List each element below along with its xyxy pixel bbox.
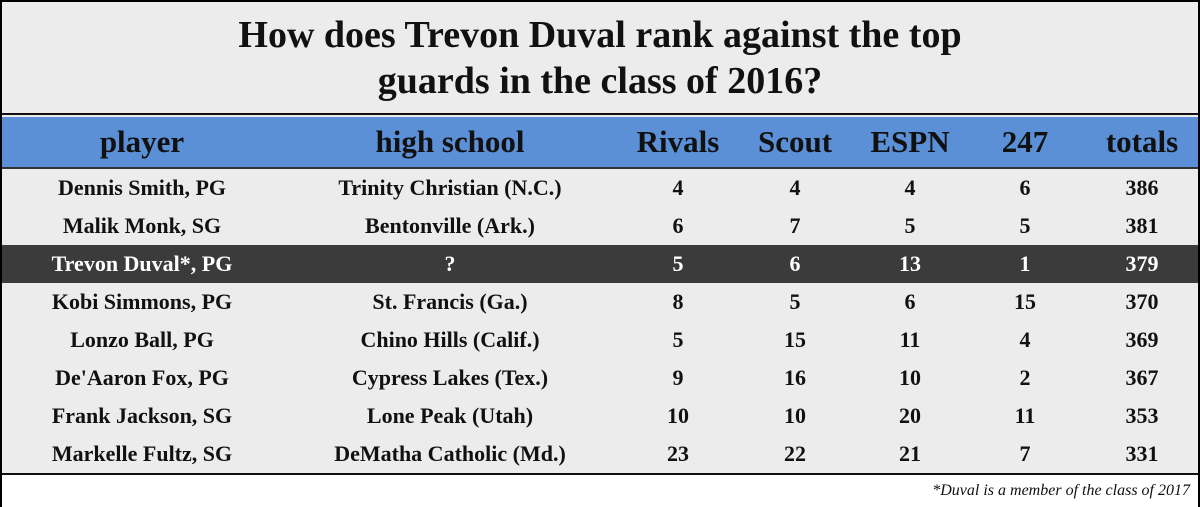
- cell: Bentonville (Ark.): [365, 213, 535, 238]
- cell: Trinity Christian (N.C.): [338, 175, 562, 200]
- cell: 20: [899, 403, 921, 428]
- cell: 379: [1125, 251, 1159, 276]
- cell: 6: [789, 251, 801, 276]
- cell: 5: [1019, 213, 1031, 238]
- cell: 22: [784, 441, 806, 466]
- cell: high school: [375, 124, 525, 159]
- footnote: *Duval is a member of the class of 2017: [932, 482, 1190, 499]
- cell: 6: [672, 213, 684, 238]
- cell: Markelle Fultz, SG: [51, 441, 233, 466]
- footer: *Duval is a member of the class of 2017: [2, 473, 1198, 507]
- cell: 381: [1125, 213, 1159, 238]
- cell: Dennis Smith, PG: [57, 175, 227, 200]
- cell: player: [99, 124, 185, 159]
- cell: De'Aaron Fox, PG: [55, 365, 229, 390]
- table-row: Dennis Smith, PG Trinity Christian (N.C.)…: [2, 169, 1198, 207]
- cell: 10: [784, 403, 806, 428]
- table-row: Markelle Fultz, SG DeMatha Catholic (Md.)…: [2, 435, 1198, 473]
- cell: Kobi Simmons, PG: [51, 289, 233, 314]
- cell: Scout: [757, 124, 833, 159]
- cell: 4: [789, 175, 801, 200]
- cell: 16: [784, 365, 806, 390]
- cell: 5: [789, 289, 801, 314]
- cell: 11: [899, 327, 921, 352]
- cell: 386: [1125, 175, 1159, 200]
- cell: Malik Monk, SG: [62, 213, 222, 238]
- cell: 7: [1019, 441, 1031, 466]
- cell: 6: [904, 289, 916, 314]
- cell: 10: [667, 403, 689, 428]
- title-line: How does Trevon Duval rank against the t…: [238, 14, 962, 56]
- title: How does Trevon Duval rank against the t…: [2, 2, 1198, 115]
- cell: 2: [1019, 365, 1031, 390]
- cell: Lonzo Ball, PG: [70, 327, 214, 352]
- cell: 15: [1014, 289, 1036, 314]
- cell: 8: [672, 289, 684, 314]
- cell: 369: [1125, 327, 1159, 352]
- title-line: guards in the class of 2016?: [377, 60, 823, 102]
- table-row: Frank Jackson, SG Lone Peak (Utah) 10 10 20 1…: [2, 397, 1198, 435]
- cell: Lone Peak (Utah): [366, 403, 534, 428]
- cell: 4: [1019, 327, 1031, 352]
- cell: 4: [904, 175, 916, 200]
- cell: St. Francis (Ga.): [372, 289, 528, 314]
- cell: 9: [672, 365, 684, 390]
- cell: Rivals: [636, 124, 720, 159]
- table-row: Trevon Duval*, PG? 5 6 13 1 379: [2, 245, 1198, 283]
- cell: Chino Hills (Calif.): [360, 327, 540, 352]
- cell: Cypress Lakes (Tex.): [351, 365, 549, 390]
- cell: 5: [672, 327, 684, 352]
- table-row: Lonzo Ball, PG Chino Hills (Calif.) 5 15 11 4…: [2, 321, 1198, 359]
- cell: 247: [1001, 124, 1049, 159]
- table-row: Kobi Simmons, PG St. Francis (Ga.) 8 5 6 15 37…: [2, 283, 1198, 321]
- cell: 1: [1019, 251, 1031, 276]
- cell: 15: [784, 327, 806, 352]
- cell: DeMatha Catholic (Md.): [334, 441, 566, 466]
- table-row: Malik Monk, SG Bentonville (Ark.) 6 7 5 5 381: [2, 207, 1198, 245]
- cell: 13: [899, 251, 921, 276]
- cell: 10: [899, 365, 921, 390]
- cell: 5: [904, 213, 916, 238]
- cell: 21: [899, 441, 921, 466]
- cell: 331: [1125, 441, 1159, 466]
- cell: ?: [444, 251, 456, 276]
- cell: 353: [1125, 403, 1159, 428]
- cell: Frank Jackson, SG: [51, 403, 233, 428]
- cell: 367: [1125, 365, 1159, 390]
- cell: 7: [789, 213, 801, 238]
- header-row: player high school Rivals Scout ESPN 247 total…: [2, 117, 1198, 169]
- cell: 23: [667, 441, 689, 466]
- cell: 6: [1019, 175, 1031, 200]
- table-row: De'Aaron Fox, PG Cypress Lakes (Tex.) 9 16 1…: [2, 359, 1198, 397]
- cell: ESPN: [870, 124, 950, 159]
- cell: 5: [672, 251, 684, 276]
- cell: Trevon Duval*, PG: [51, 251, 233, 276]
- cell: 4: [672, 175, 684, 200]
- cell: 11: [1014, 403, 1036, 428]
- cell: 370: [1125, 289, 1159, 314]
- cell: totals: [1105, 124, 1179, 159]
